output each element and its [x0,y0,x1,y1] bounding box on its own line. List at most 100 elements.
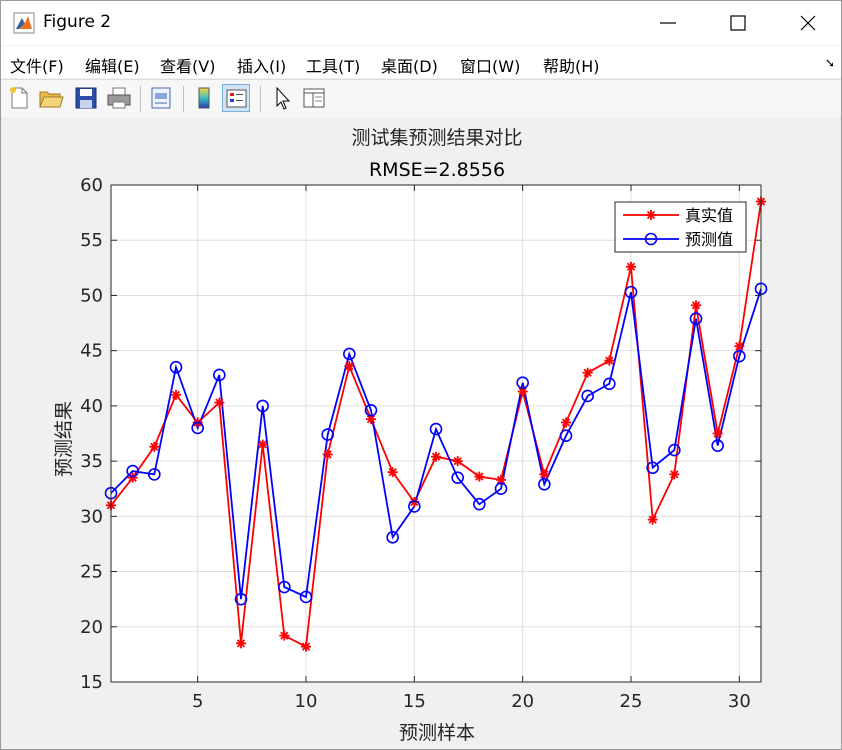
data-point-asterisk [127,472,138,483]
asterisk-stroke [735,342,744,351]
x-tick-label: 5 [192,691,203,712]
maximize-icon [730,15,746,31]
data-point-asterisk [279,630,290,641]
y-tick-label: 30 [80,506,103,527]
data-point-asterisk [539,469,550,480]
title-bar: Figure 2 [1,1,841,45]
asterisk-stroke [453,456,462,466]
asterisk-stroke [561,418,571,427]
x-tick-label: 25 [620,691,643,712]
x-tick-label: 15 [403,691,426,712]
asterisk-stroke [648,515,657,524]
menu-view[interactable]: 查看(V) [160,57,216,76]
asterisk-stroke [258,440,267,449]
window-title: Figure 2 [43,12,112,32]
data-point-asterisk [712,428,723,439]
open-button[interactable] [37,84,65,112]
chart-title: 测试集预测结果对比 [351,127,522,149]
maximize-button[interactable] [715,1,761,45]
save-icon [75,87,97,109]
legend-label: 真实值 [685,206,733,225]
data-point-circle [711,439,724,452]
close-icon [800,15,816,31]
data-point-asterisk [626,261,636,272]
data-point-asterisk [452,456,463,467]
data-point-circle [299,590,313,604]
y-axis-label: 预测结果 [53,401,75,477]
data-point-circle [256,399,269,413]
data-point-circle [644,232,658,246]
menu-window[interactable]: 窗口(W) [460,57,521,76]
asterisk-stroke [670,470,679,479]
series-line [110,288,762,600]
asterisk-stroke [583,368,592,377]
menu-insert[interactable]: 插入(I) [237,57,287,76]
data-point-asterisk [669,469,680,480]
menu-file[interactable]: 文件(F) [10,57,64,76]
colorbar-button[interactable] [190,84,218,112]
data-point-circle [559,429,573,443]
menu-help[interactable]: 帮助(H) [543,57,600,76]
close-button[interactable] [785,1,831,45]
y-tick-label: 55 [80,230,103,251]
pointer-button[interactable] [268,84,296,112]
matlab-icon [13,12,35,34]
data-point-circle [624,285,638,299]
y-tick-label: 20 [80,617,103,638]
data-point-circle [733,349,746,363]
data-point-asterisk [474,471,485,482]
x-axis-label: 预测样本 [399,722,475,744]
open-icon [39,91,64,108]
save-button[interactable] [72,84,100,112]
pointer-icon [276,86,291,110]
asterisk-stroke [388,468,397,477]
plot-area [111,185,761,682]
data-point-circle [646,461,659,475]
print-button[interactable] [105,84,133,112]
plot-frame [110,184,762,683]
new-figure-icon [10,87,28,109]
asterisk-stroke [518,387,527,396]
asterisk-stroke [345,361,354,371]
data-point-asterisk [734,341,745,352]
data-point-asterisk [214,397,225,408]
asterisk-stroke [713,429,722,438]
asterisk-stroke [605,356,614,365]
data-point-circle [451,471,464,484]
data-point-circle [538,478,551,491]
asterisk-stroke [171,390,181,399]
menu-edit[interactable]: 编辑(E) [85,57,140,76]
x-tick-label: 30 [728,691,751,712]
colorbar-icon [198,87,210,109]
print-preview-icon [151,87,171,109]
data-point-circle [213,368,226,382]
new-figure-button[interactable] [5,84,33,112]
data-point-circle [668,443,681,457]
asterisk-stroke [475,472,484,481]
asterisk-stroke [410,497,419,507]
data-point-asterisk [149,441,160,452]
data-point-asterisk [604,355,615,366]
menu-tools[interactable]: 工具(T) [306,57,361,76]
toolbar-separator [260,86,261,112]
y-tick-label: 60 [80,175,103,196]
menu-desktop[interactable]: 桌面(D) [381,57,438,76]
x-tick-label: 10 [295,691,318,712]
asterisk-stroke [301,642,311,651]
legend-box [614,201,747,253]
data-point-circle [278,580,291,594]
data-point-asterisk [561,417,571,428]
legend-button[interactable] [222,84,250,112]
toolbar-separator [183,86,184,112]
print-preview-button[interactable] [147,84,175,112]
data-point-asterisk [171,389,181,400]
dock-arrow-icon[interactable]: ➘ [824,56,835,70]
minimize-button[interactable] [645,1,691,45]
property-inspector-button[interactable] [300,84,328,112]
y-tick-label: 50 [80,285,103,306]
asterisk-stroke [496,475,506,485]
y-tick-label: 45 [80,341,103,362]
data-point-circle [603,377,616,391]
minimize-icon [660,22,676,24]
